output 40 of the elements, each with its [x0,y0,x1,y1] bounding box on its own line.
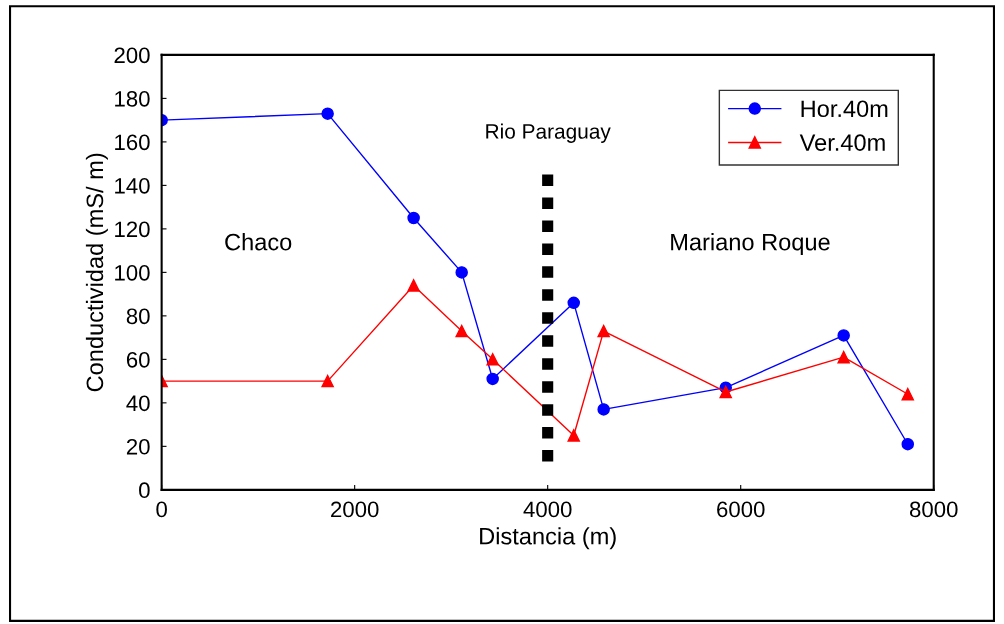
x-tick-label: 6000 [717,501,765,518]
x-tick-label: 2000 [331,501,379,518]
y-tick-label: 40 [126,395,150,412]
y-tick-label: 60 [126,351,150,368]
y-tick-label: 20 [126,438,150,455]
point [321,107,334,120]
point [486,372,499,386]
y-tick-label: 180 [115,90,150,107]
point [597,403,610,416]
point [407,211,420,225]
y-tick-label: 160 [115,134,150,151]
point [597,324,610,338]
y-tick-label: 200 [114,47,150,64]
y-tick-label: 80 [126,308,150,325]
x-tick-label: 4000 [523,501,572,518]
point [455,266,468,279]
point [407,279,420,292]
y-tick-label: 0 [139,482,150,499]
point [567,429,580,442]
y-tick-label: 140 [115,177,150,194]
point [837,350,850,364]
x-axis-title: Distancia (m) [480,527,616,550]
annotation: Rio Paraguay [486,123,611,143]
annotation: Mariano Roque [671,233,830,256]
point [901,387,915,401]
point [567,296,580,310]
point [901,437,915,451]
x-tick-label: 8000 [909,501,958,518]
point [837,329,850,342]
y-tick-label: 120 [115,221,150,238]
y-tick-label: 100 [115,264,150,281]
point [321,374,334,388]
y-axis-title: Conductividad (mS/ m) [85,153,108,392]
legend-label: Hor.40m [801,100,888,118]
point [719,385,732,399]
annotation: Chaco [225,233,292,251]
x-tick-label: 0 [156,501,167,518]
point [455,324,468,338]
legend-label: Ver.40m [799,134,885,151]
point [486,353,499,366]
